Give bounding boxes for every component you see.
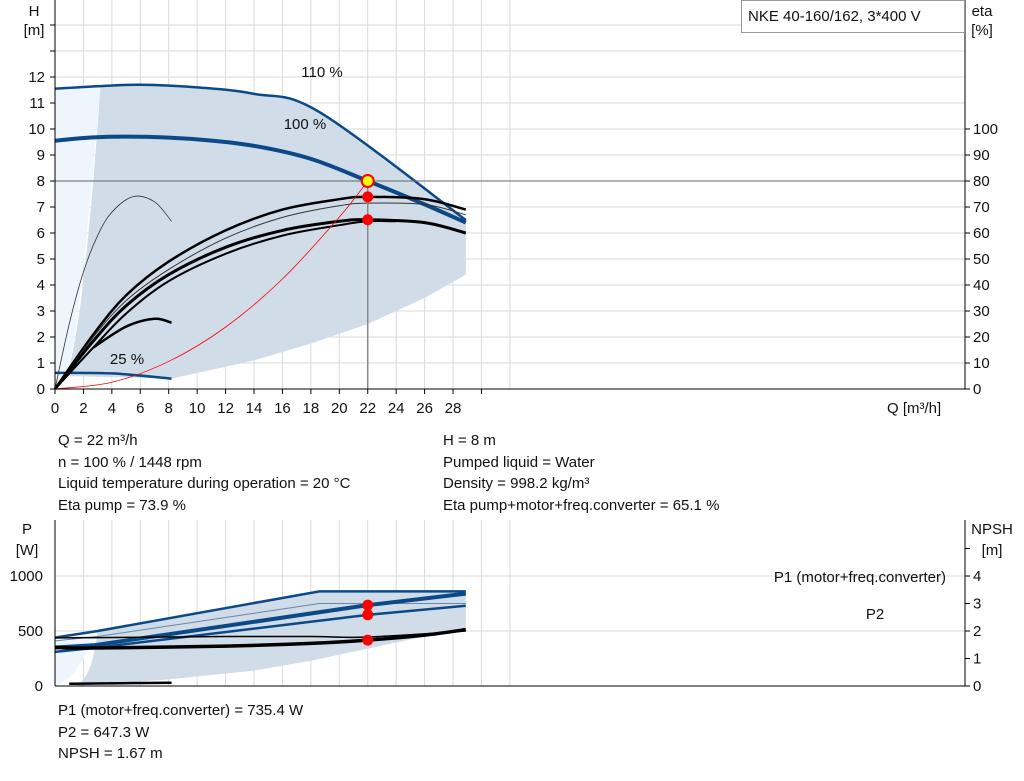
tick-label-h: 9 [37,147,45,164]
tick-label-q: 0 [51,400,59,417]
tick-label-p: 0 [35,678,43,695]
info-density: Density = 998.2 kg/m³ [443,475,590,492]
legend-p2: P2 [866,606,884,623]
tick-label-eta: 70 [973,199,990,216]
tick-label-h: 5 [37,251,45,268]
tick-label-q: 26 [416,400,433,417]
axis-unit-eta: [%] [971,22,993,39]
p1-duty-marker [362,599,374,611]
tick-label-eta: 90 [973,147,990,164]
curve-eta-lower [54,220,397,390]
tick-label-h: 0 [37,381,45,398]
tick-label-h: 6 [37,225,45,242]
tick-label-eta: 50 [973,251,990,268]
curve-eta-partial [92,317,172,349]
info-eta-total: Eta pump+motor+freq.converter = 65.1 % [443,496,720,514]
tick-label-q: 16 [274,400,291,417]
tick-label-q: 14 [246,400,263,417]
tick-label-h: 11 [29,95,45,112]
tick-label-q: 22 [359,400,376,417]
axis-label-h: H [29,3,40,20]
tick-label-q: 28 [445,400,462,417]
axis-label-eta: eta [972,3,994,20]
curve-eta-thin-peak [54,195,172,390]
info-liquid: Pumped liquid = Water [443,453,595,471]
tick-label-q: 2 [79,400,87,417]
tick-label-p: 1000 [10,568,43,585]
tick-label-eta: 0 [973,381,981,398]
tick-label-eta: 100 [973,121,998,138]
info-eta-pump: Eta pump = 73.9 % [58,496,186,514]
label-25-percent: 25 % [110,351,144,368]
info-p2: P2 = 647.3 W [58,723,150,741]
info-temperature: Liquid temperature during operation = 20… [58,475,351,492]
tick-label-h: 10 [28,121,45,138]
curve-p2 [54,604,466,654]
legend-p1: P1 (motor+freq.converter) [774,569,946,586]
tick-label-q: 10 [189,400,206,417]
curve-system-curve [54,180,369,390]
tick-label-eta: 30 [973,303,990,320]
curve-eta-pump [53,195,467,390]
axis-unit-npsh: [m] [982,542,1003,559]
tick-label-q: 4 [108,400,116,417]
tick-label-eta: 60 [973,225,990,242]
eta-pump-marker [362,191,374,203]
title-box [741,0,965,33]
axis-label-npsh: NPSH [971,521,1013,538]
info-speed: n = 100 % / 1448 rpm [58,453,202,471]
tick-label-h: 1 [37,355,45,372]
info-p1: P1 (motor+freq.converter) = 735.4 W [58,702,304,719]
chart-title: NKE 40-160/162, 3*400 V [748,8,921,25]
p2-duty-marker [362,609,374,621]
curve-head-110 [54,83,467,222]
duty-info-right: H = 8 m Pumped liquid = Water Density = … [443,430,719,516]
axis-label-q: Q [m³/h] [887,400,941,417]
tick-label-eta: 20 [973,329,990,346]
tick-label-eta: 40 [973,277,990,294]
tick-label-h: 12 [28,69,45,86]
tick-label-q: 6 [136,400,144,417]
tick-label-eta: 10 [973,355,990,372]
info-head: H = 8 m [443,432,496,449]
duty-point-marker [360,174,375,188]
label-110-percent: 110 % [301,64,342,81]
tick-label-q: 20 [331,400,348,417]
axis-unit-p: [W] [16,542,39,559]
eta-total-marker [362,214,374,226]
curve-p1-110 [54,590,466,639]
tick-label-npsh: 2 [973,623,981,640]
tick-label-h: 7 [37,199,45,216]
light-operating-region [55,86,101,389]
tick-label-h: 8 [37,173,45,190]
tick-label-eta: 80 [973,173,990,190]
power-info: P1 (motor+freq.converter) = 735.4 W P2 =… [58,700,303,765]
tick-label-q: 18 [303,400,320,417]
tick-label-npsh: 3 [973,596,981,613]
operating-region [66,84,466,379]
axis-unit-h: [m] [24,22,45,39]
curve-eta-thin [54,202,466,390]
axis-label-p: P [22,521,32,538]
tick-label-p: 500 [18,623,43,640]
tick-label-npsh: 0 [973,678,981,695]
tick-label-npsh: 4 [973,568,981,585]
duty-info-left: Q = 22 m³/h n = 100 % / 1448 rpm Liquid … [58,430,350,516]
info-flow: Q = 22 m³/h [58,432,138,449]
curve-npsh [54,627,467,650]
label-100-percent: 100 % [284,116,327,133]
info-npsh: NPSH = 1.67 m [58,745,163,762]
tick-label-q: 8 [165,400,173,417]
curve-p-low [69,681,172,686]
tick-label-h: 2 [37,329,45,346]
tick-label-npsh: 1 [973,651,981,668]
tick-label-q: 24 [388,400,405,417]
tick-label-h: 4 [37,277,45,294]
tick-label-q: 12 [217,400,234,417]
tick-label-h: 3 [37,303,45,320]
npsh-duty-marker [362,634,374,646]
curve-npsh-thin [54,630,466,639]
